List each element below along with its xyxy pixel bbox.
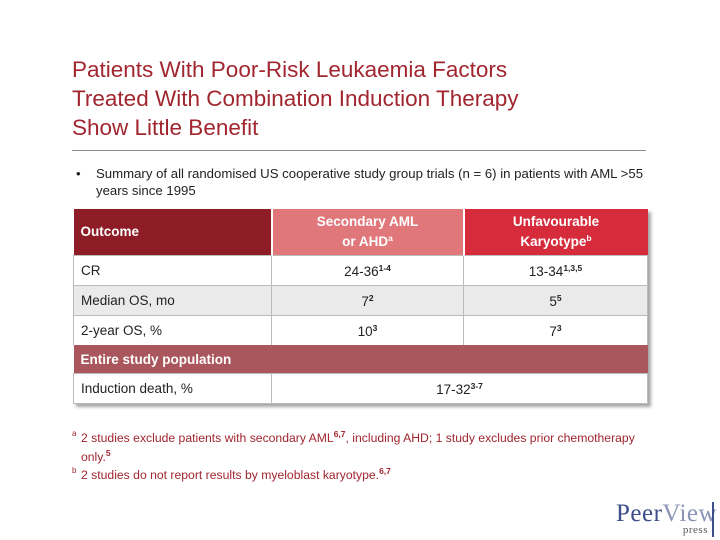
- row-value-secondary: 24-361-4: [271, 255, 464, 286]
- footnote-b: b 2 studies do not report results by mye…: [72, 464, 652, 483]
- title-divider: [72, 150, 646, 151]
- footnote-b-marker: b: [72, 466, 77, 475]
- bullet-marker: •: [76, 166, 81, 181]
- row-value-unfavourable: 73: [463, 315, 648, 345]
- header-outcome: Outcome: [73, 209, 272, 256]
- bullet-text: Summary of all randomised US cooperative…: [96, 166, 644, 198]
- logo-divider: [712, 502, 714, 537]
- section-row: Entire study population: [73, 345, 648, 374]
- header-secondary-aml: Secondary AML or AHDa: [270, 209, 464, 256]
- logo-press: press: [682, 524, 708, 536]
- section-label: Entire study population: [73, 345, 648, 374]
- header-secondary-aml-line-1: Secondary AML: [316, 214, 419, 229]
- title-line-3: Show Little Benefit: [72, 115, 259, 140]
- header-unfavourable-karyotype: Unfavourable Karyotypeb: [462, 209, 648, 256]
- logo-wordmark: PeerView: [616, 500, 718, 527]
- table-row: 2-year OS, % 103 73: [73, 315, 648, 345]
- header-unfavourable-line-2: Karyotype: [520, 234, 587, 249]
- peerview-logo: PeerView press: [616, 500, 718, 540]
- row-value-unfavourable: 55: [463, 285, 648, 316]
- table-row: Median OS, mo 72 55: [73, 285, 648, 316]
- table-row: Induction death, % 17-323-7: [73, 373, 648, 404]
- footnote-a-text: 2 studies exclude patients with secondar…: [81, 429, 635, 464]
- slide-title: Patients With Poor-Risk Leukaemia Factor…: [72, 55, 692, 142]
- row-label: CR: [73, 255, 272, 286]
- row-label: Median OS, mo: [73, 285, 272, 316]
- header-secondary-aml-line-2: or AHD: [342, 234, 389, 249]
- footnote-a: a 2 studies exclude patients with second…: [72, 427, 652, 464]
- table-header-row: Outcome Secondary AML or AHDa Unfavourab…: [73, 209, 648, 256]
- outcome-table: Outcome Secondary AML or AHDa Unfavourab…: [73, 209, 648, 404]
- summary-bullet: • Summary of all randomised US cooperati…: [76, 165, 651, 199]
- header-secondary-aml-sup: a: [388, 233, 393, 243]
- induction-label: Induction death, %: [73, 373, 272, 404]
- induction-value: 17-323-7: [271, 373, 648, 404]
- row-label: 2-year OS, %: [73, 315, 272, 345]
- table-row: CR 24-361-4 13-341,3,5: [73, 255, 648, 286]
- row-value-unfavourable: 13-341,3,5: [463, 255, 648, 286]
- title-line-1: Patients With Poor-Risk Leukaemia Factor…: [72, 57, 508, 82]
- row-value-secondary: 72: [271, 285, 464, 316]
- row-value-secondary: 103: [271, 315, 464, 345]
- header-unfavourable-sup: b: [586, 233, 592, 243]
- footnote-b-text: 2 studies do not report results by myelo…: [81, 466, 391, 482]
- footnote-a-marker: a: [72, 429, 77, 438]
- header-unfavourable-line-1: Unfavourable: [512, 214, 600, 229]
- footnotes: a 2 studies exclude patients with second…: [72, 427, 652, 483]
- title-line-2: Treated With Combination Induction Thera…: [72, 86, 519, 111]
